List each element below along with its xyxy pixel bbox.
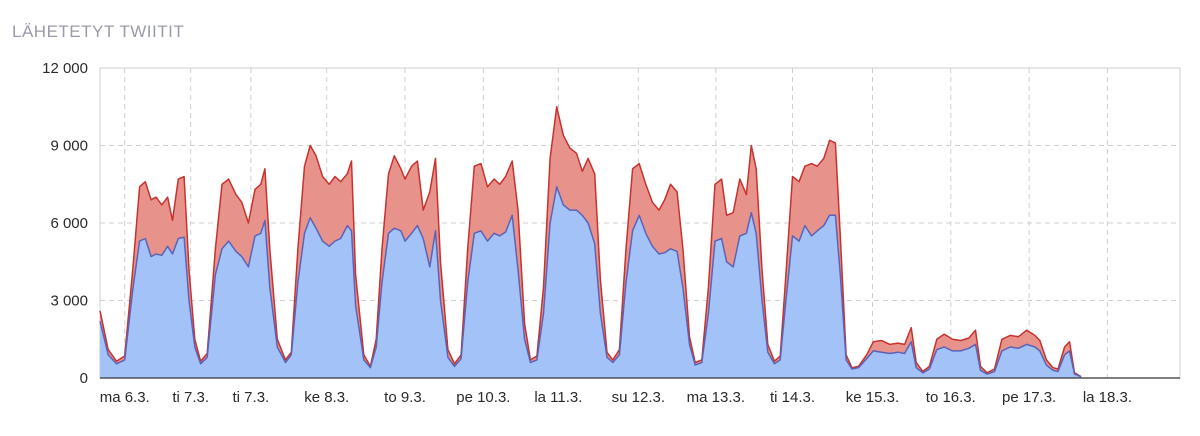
x-tick-label: ti 7.3. bbox=[233, 389, 270, 406]
x-tick-label: pe 10.3. bbox=[456, 389, 510, 406]
series-area bbox=[100, 186, 1082, 378]
x-tick-label: la 11.3. bbox=[534, 389, 582, 406]
x-tick-label: ti 7.3. bbox=[172, 389, 209, 406]
y-tick-label: 0 bbox=[80, 370, 88, 387]
y-tick-label: 6 000 bbox=[50, 215, 88, 232]
axis-layer: 0 3 000 6 000 9 000 12 000 ma 6.3. ti 7.3. ti 7… bbox=[42, 60, 1180, 406]
x-tick-label: to 16.3. bbox=[926, 389, 976, 406]
x-tick-label: pe 17.3. bbox=[1002, 389, 1056, 406]
x-tick-label: ke 15.3. bbox=[846, 389, 899, 406]
x-tick-label: la 18.3. bbox=[1083, 389, 1132, 406]
x-tick-label: ke 8.3. bbox=[304, 389, 349, 406]
y-tick-label: 3 000 bbox=[50, 293, 88, 310]
x-tick-label: ma 13.3. bbox=[687, 389, 745, 406]
x-tick-label: ma 6.3. bbox=[100, 389, 150, 406]
series-line bbox=[99, 106, 1082, 378]
chart-title: LÄHETETYT TWIITIT bbox=[12, 22, 185, 41]
area-layer bbox=[99, 106, 1082, 379]
x-tick-label: ti 14.3. bbox=[770, 389, 815, 406]
y-tick-label: 12 000 bbox=[42, 60, 88, 77]
x-tick-label: su 12.3. bbox=[612, 389, 665, 406]
x-tick-label: to 9.3. bbox=[384, 389, 426, 406]
series-line bbox=[99, 186, 1082, 378]
y-tick-label: 9 000 bbox=[50, 138, 88, 155]
